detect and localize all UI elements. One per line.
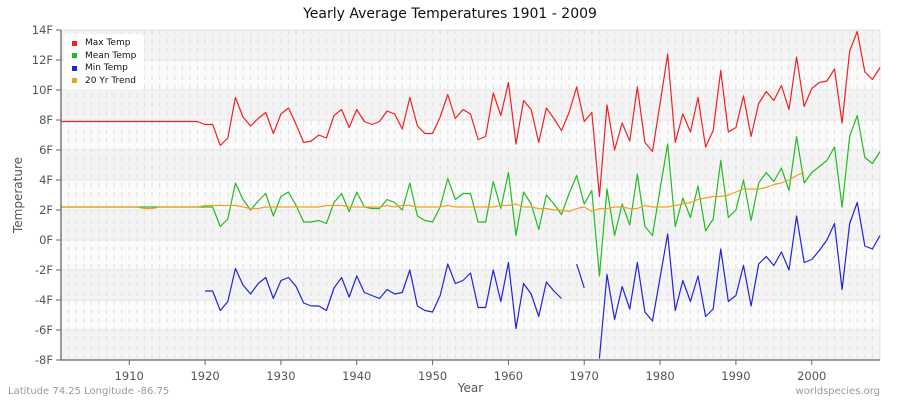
y-tick-label: 4F [39,173,53,187]
series-min-temp [205,261,562,330]
x-tick-label: 1990 [721,369,750,383]
y-tick-label: -2F [35,263,53,277]
series-min-temp [598,201,881,359]
grid-band [61,300,880,330]
legend: Max Temp Mean Temp Min Temp 20 Yr Trend [64,34,145,90]
y-tick-label: 10F [32,83,53,97]
grid-band [61,210,880,240]
x-axis-title: Year [457,381,483,395]
legend-item-mean: Mean Temp [72,50,136,63]
x-tick-label: 2000 [797,369,826,383]
legend-item-min: Min Temp [72,62,136,75]
x-tick-label: 1910 [115,369,144,383]
coordinates-label: Latitude 74.25 Longitude -86.75 [8,386,170,397]
legend-item-trend: 20 Yr Trend [72,75,136,88]
legend-label: Mean Temp [85,50,137,61]
x-tick-label: 1940 [342,369,371,383]
legend-label: Min Temp [85,63,128,74]
y-tick-label: -6F [35,323,53,337]
y-tick-label: -4F [35,293,53,307]
source-label: worldspecies.org [795,386,880,397]
series-min-temp [576,263,585,289]
mean-temp-swatch-icon [72,53,77,59]
series-max-temp [61,30,881,198]
y-tick-label: 8F [39,113,53,127]
trend-swatch-icon [72,78,77,84]
y-tick-label: -8F [35,353,53,367]
max-temp-swatch-icon [72,40,77,46]
legend-label: 20 Yr Trend [85,75,137,86]
legend-item-max: Max Temp [72,37,136,50]
legend-label: Max Temp [85,38,131,49]
x-tick-label: 1980 [645,369,674,383]
y-axis-title: Temperature [11,157,25,234]
x-tick-label: 1930 [266,369,295,383]
grid-band [61,120,880,150]
min-temp-swatch-icon [72,65,77,71]
y-tick-label: 6F [39,143,53,157]
series-20-yr-trend [61,171,805,213]
x-tick-label: 1960 [494,369,523,383]
chart-title: Yearly Average Temperatures 1901 - 2009 [303,6,597,22]
x-tick-label: 1970 [570,369,599,383]
y-tick-label: 12F [32,53,53,67]
x-tick-label: 1950 [418,369,447,383]
y-tick-label: 14F [32,23,53,37]
x-tick-label: 1920 [190,369,219,383]
y-tick-label: 2F [39,203,53,217]
y-tick-label: 0F [39,233,53,247]
